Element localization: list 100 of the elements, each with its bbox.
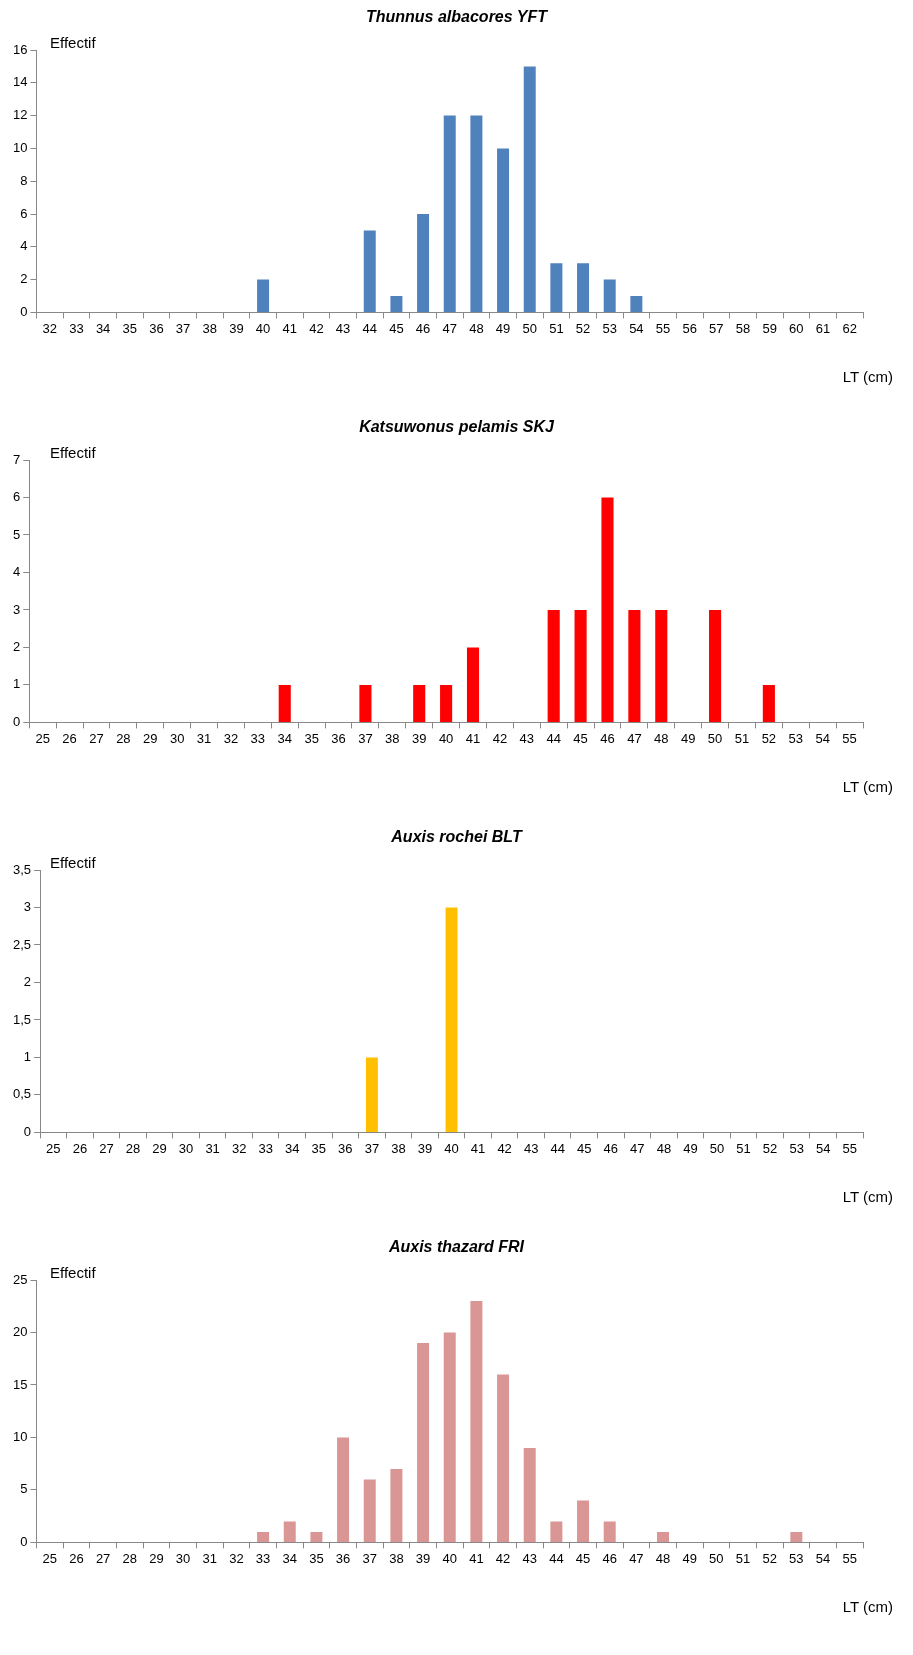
- y-tick-label: 6: [20, 205, 28, 221]
- bar: [470, 115, 483, 312]
- y-axis-title: Effectif: [50, 1264, 96, 1281]
- x-tick-label: 32: [223, 730, 239, 746]
- x-tick-label: 48: [656, 1140, 672, 1156]
- x-tick-label: 47: [627, 730, 642, 746]
- chart-title: Auxis thazard FRI: [387, 1238, 526, 1256]
- x-tick-label: 36: [149, 320, 164, 336]
- x-tick-label: 42: [497, 1140, 512, 1156]
- x-tick-label: 45: [577, 1140, 592, 1156]
- bar: [337, 1437, 350, 1542]
- x-tick-label: 60: [789, 320, 804, 336]
- x-tick-label: 51: [736, 1140, 751, 1156]
- x-tick-label: 27: [99, 1140, 114, 1156]
- x-tick-label: 31: [196, 730, 212, 746]
- x-tick-label: 42: [492, 730, 508, 746]
- bar: [257, 1531, 270, 1542]
- x-tick-label: 51: [735, 1550, 751, 1566]
- x-tick-label: 44: [549, 1550, 564, 1566]
- x-tick-label: 38: [385, 730, 400, 746]
- chart-title: Thunnus albacores YFT: [364, 8, 549, 26]
- x-tick-label: 27: [89, 730, 104, 746]
- x-tick-label: 45: [389, 320, 404, 336]
- x-tick-label: 32: [42, 320, 58, 336]
- x-axis-title: LT (cm): [842, 1188, 893, 1205]
- x-tick-label: 55: [842, 730, 857, 746]
- y-tick-label: 2: [13, 639, 21, 655]
- y-tick-label: 0: [23, 1123, 32, 1139]
- x-tick-label: 40: [442, 1550, 457, 1566]
- bar: [363, 230, 376, 312]
- x-tick-label: 32: [229, 1550, 244, 1566]
- y-tick-label: 3: [23, 899, 32, 915]
- x-tick-label: 52: [762, 1550, 777, 1566]
- y-tick-label: 2,5: [12, 936, 32, 952]
- bar: [470, 1300, 483, 1542]
- x-tick-label: 42: [495, 1550, 511, 1566]
- x-tick-label: 40: [444, 1140, 459, 1156]
- y-tick-label: 20: [12, 1324, 28, 1340]
- x-tick-label: 30: [169, 730, 185, 746]
- x-tick-label: 43: [522, 1550, 537, 1566]
- x-tick-label: 37: [358, 730, 373, 746]
- chart-title: Auxis rochei BLT: [390, 828, 524, 846]
- y-axis-title: Effectif: [50, 34, 96, 51]
- bar: [443, 115, 456, 312]
- x-tick-label: 58: [735, 320, 751, 336]
- x-tick-label: 62: [842, 320, 857, 336]
- bar: [574, 609, 587, 722]
- x-tick-label: 39: [417, 1140, 433, 1156]
- bar: [413, 684, 426, 722]
- x-tick-label: 34: [277, 730, 292, 746]
- x-tick-label: 55: [842, 1550, 857, 1566]
- x-tick-label: 41: [465, 730, 481, 746]
- x-tick-label: 53: [788, 730, 803, 746]
- x-tick-label: 52: [762, 1140, 778, 1156]
- x-tick-label: 53: [789, 1140, 804, 1156]
- x-tick-label: 37: [364, 1140, 380, 1156]
- x-tick-label: 31: [205, 1140, 220, 1156]
- x-tick-label: 48: [654, 730, 669, 746]
- x-tick-label: 28: [116, 730, 131, 746]
- x-tick-label: 30: [178, 1140, 194, 1156]
- x-tick-label: 43: [519, 730, 535, 746]
- x-tick-label: 50: [522, 320, 537, 336]
- bar: [497, 148, 510, 312]
- bar: [440, 684, 453, 722]
- y-tick-label: 14: [12, 74, 28, 90]
- x-tick-label: 40: [438, 730, 454, 746]
- x-tick-label: 47: [442, 320, 457, 336]
- x-tick-label: 54: [629, 320, 644, 336]
- x-tick-label: 48: [469, 320, 484, 336]
- x-tick-label: 35: [311, 1140, 327, 1156]
- x-tick-label: 33: [250, 730, 266, 746]
- x-tick-label: 38: [202, 320, 217, 336]
- x-tick-label: 44: [362, 320, 377, 336]
- x-tick-label: 35: [309, 1550, 324, 1566]
- x-tick-label: 33: [69, 320, 84, 336]
- x-tick-label: 32: [231, 1140, 247, 1156]
- bar: [417, 214, 430, 312]
- x-tick-label: 33: [255, 1550, 271, 1566]
- x-axis-title: LT (cm): [842, 368, 893, 385]
- x-tick-label: 40: [255, 320, 271, 336]
- bar: [443, 1332, 456, 1542]
- bar: [577, 1500, 590, 1542]
- x-tick-label: 53: [602, 320, 617, 336]
- y-tick-label: 2: [20, 271, 28, 287]
- x-tick-label: 26: [72, 1140, 88, 1156]
- x-axis-title: LT (cm): [842, 1598, 893, 1615]
- x-tick-label: 39: [229, 320, 244, 336]
- y-tick-label: 0: [20, 303, 28, 319]
- x-tick-label: 48: [655, 1550, 671, 1566]
- x-tick-label: 44: [546, 730, 561, 746]
- x-tick-label: 44: [550, 1140, 565, 1156]
- x-tick-label: 36: [331, 730, 346, 746]
- x-tick-label: 29: [143, 730, 158, 746]
- x-tick-label: 38: [391, 1140, 406, 1156]
- y-tick-label: 5: [20, 1481, 28, 1497]
- x-tick-label: 34: [282, 1550, 297, 1566]
- y-tick-label: 10: [12, 1429, 28, 1445]
- x-tick-label: 29: [152, 1140, 167, 1156]
- x-tick-label: 49: [682, 1550, 697, 1566]
- x-tick-label: 46: [603, 1140, 619, 1156]
